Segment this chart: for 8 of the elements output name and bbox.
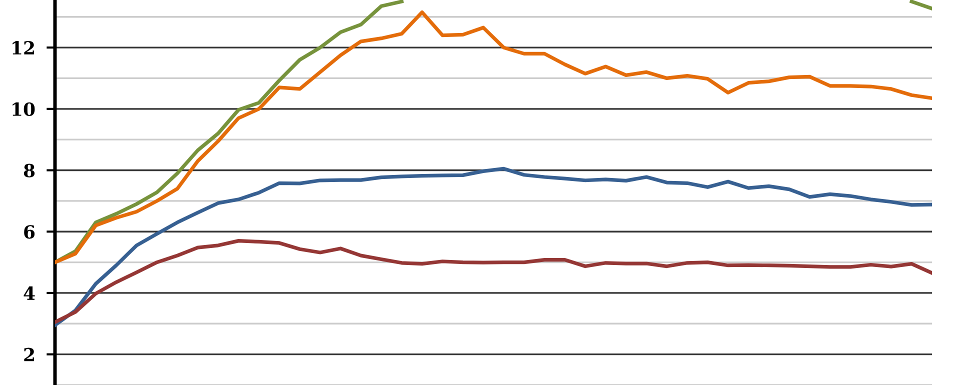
line-series [55,166,932,327]
y-tick-label: 10 [12,102,35,116]
line-series [55,239,932,324]
y-tick-label: 2 [24,348,34,362]
y-tick-label: 6 [24,225,35,239]
y-tick-label: 8 [24,164,35,178]
y-tick-label: 12 [12,41,34,54]
y-tick-label: 4 [24,286,35,300]
